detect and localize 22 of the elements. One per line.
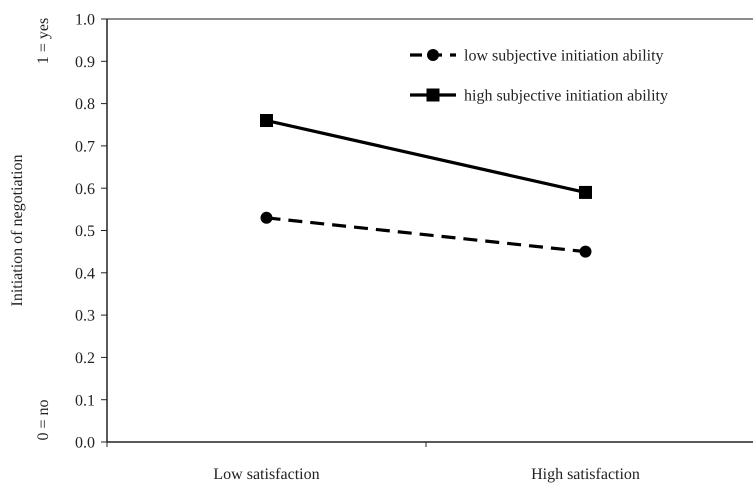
y-tick-label: 0.1 xyxy=(75,392,95,410)
y-tick-label: 0.9 xyxy=(75,54,95,71)
y-tick-label: 0.6 xyxy=(75,180,95,198)
y-tick-label: 0.4 xyxy=(75,265,95,282)
y-tick-label: 0.2 xyxy=(75,350,95,367)
y-axis-title: Initiation of negotiation xyxy=(9,154,26,306)
text: 1 = yes xyxy=(35,18,52,64)
point xyxy=(260,114,273,128)
x-tick-label: High satisfaction xyxy=(531,466,640,483)
point xyxy=(580,246,592,258)
y-tick-label: 0.8 xyxy=(75,96,95,114)
legend-label: low subjective initiation ability xyxy=(464,48,664,65)
y-tick-label: 0.3 xyxy=(75,308,95,325)
y-tick-label: 0.7 xyxy=(75,138,95,156)
legend-label: high subjective initiation ability xyxy=(464,88,668,105)
y-tick-label: 0.5 xyxy=(75,223,95,240)
text: 0 = no xyxy=(35,399,52,441)
point xyxy=(260,212,272,224)
y-tick-label: 1.0 xyxy=(75,12,95,29)
y-tick-label: 0.0 xyxy=(75,434,95,452)
x-tick-label: Low satisfaction xyxy=(213,466,320,483)
point xyxy=(579,186,592,199)
